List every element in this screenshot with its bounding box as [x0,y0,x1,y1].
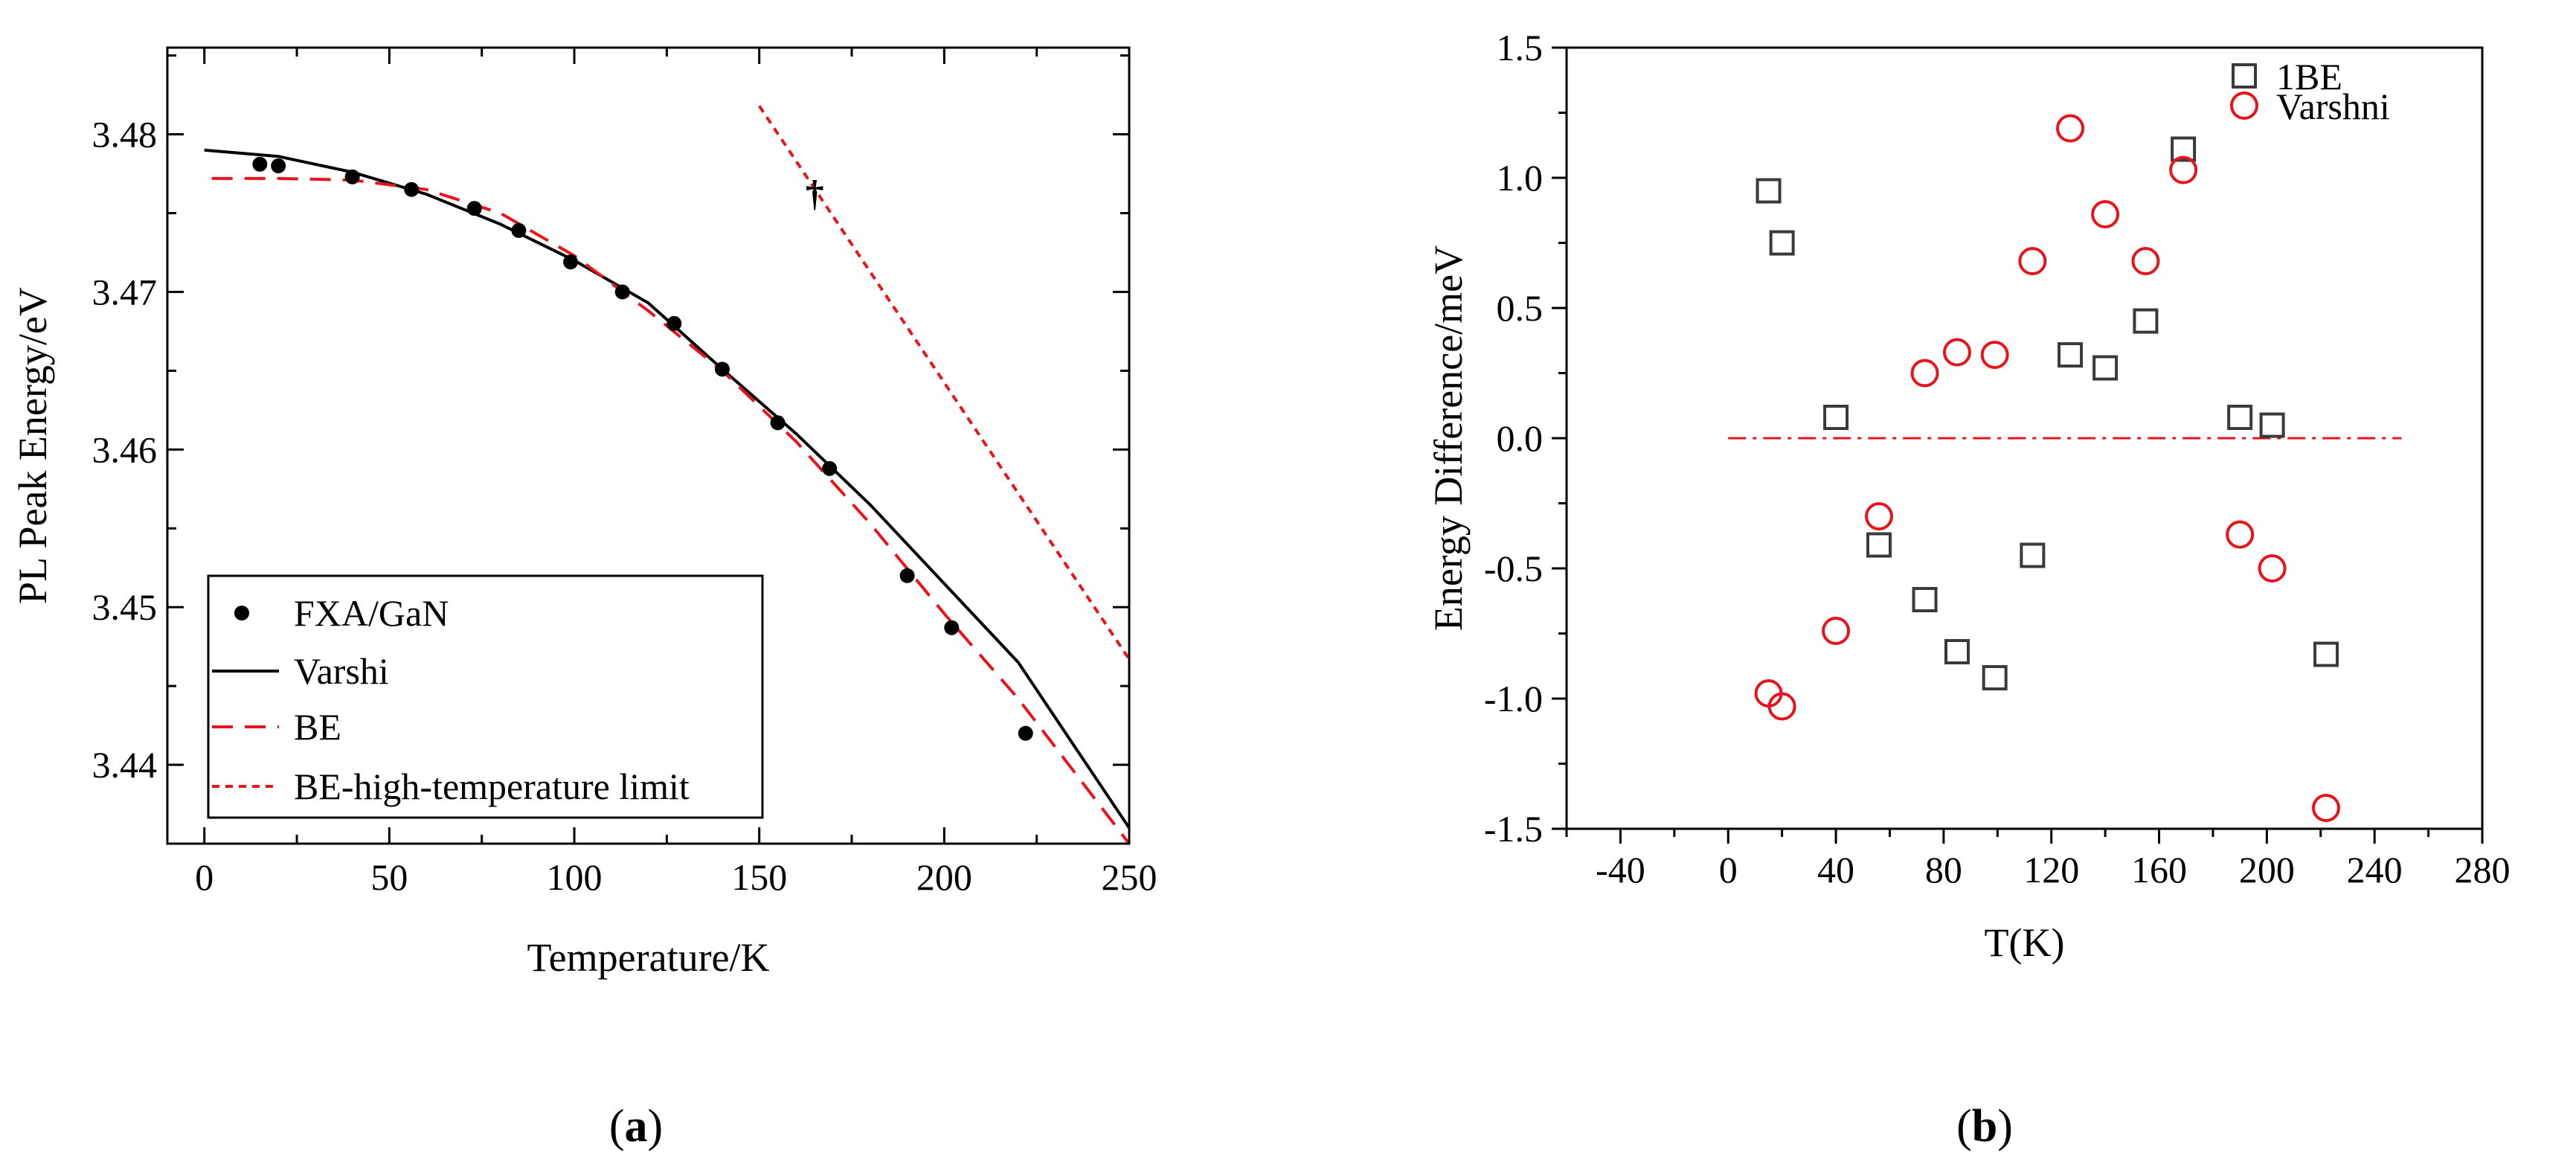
x-tick-label: 120 [2023,849,2079,891]
data-point-varshni [2091,200,2120,228]
legend-label: BE-high-temperature limit [294,766,690,807]
data-point-1be [2227,405,2253,430]
y-tick-label: 3.46 [92,429,158,470]
y-tick-label: 3.48 [92,114,158,155]
panel-b: -40 0 40 80 120 160 200 240 280 -1.5 -1.0 -0.5 0.0 0.… [1426,27,2511,1152]
x-tick-label: 80 [1925,849,1962,891]
y-tick-label: 1.5 [1497,27,1544,68]
y-tick-label: 3.44 [92,744,158,786]
data-point-varshni [2131,247,2160,275]
dagger-annotation: † [806,173,824,214]
data-point-fxa-gan [614,284,630,300]
legend-label: BE [294,706,341,748]
legend-label: FXA/GaN [294,592,449,634]
x-tick-label: 200 [2239,849,2295,891]
data-point-1be [2020,542,2046,568]
x-tick-label: 0 [195,856,213,898]
data-point-fxa-gan [344,169,360,185]
data-point-varshni [1942,338,1971,367]
data-point-fxa-gan [563,254,579,270]
x-tick-label: 250 [1102,856,1157,898]
data-point-fxa-gan [770,415,786,431]
data-point-fxa-gan [899,568,915,583]
y-tick-label: 1.0 [1497,157,1544,199]
y-axis-title: Energy Difference/meV [1426,246,1471,631]
panel-label-b: (b) [1956,1101,2013,1152]
data-point-1be [1769,230,1795,256]
data-point-1be [2092,355,2119,381]
data-point-1be [2133,308,2159,334]
data-point-fxa-gan [404,182,420,197]
x-axis-title: T(K) [1985,920,2065,965]
data-point-1be [2058,342,2084,368]
legend-label: 1BE [2276,56,2342,97]
data-point-varshni [2312,794,2341,822]
y-tick-label: -1.5 [1484,808,1543,850]
y-axis-title: PL Peak Energy/eV [10,287,55,604]
plot-frame [166,46,1131,845]
x-tick-label: 150 [731,856,787,898]
data-point-1be [1982,665,2008,690]
data-point-1be [2171,136,2197,162]
plot-frame [1565,46,2484,830]
data-point-1be [1756,178,1782,204]
y-tick-label: 3.47 [92,271,158,312]
data-point-varshni [1822,617,1851,645]
x-tick-label: 160 [2131,849,2187,891]
legend-marker-1be [2232,63,2257,89]
data-point-fxa-gan [511,222,527,238]
series-line-be-high-temperature-limit [758,105,1129,661]
x-tick-label: 100 [547,856,603,898]
y-tick-label: -1.0 [1484,678,1543,719]
data-point-fxa-gan [271,158,286,173]
data-point-varshni [1864,502,1893,530]
data-point-fxa-gan [944,620,960,635]
x-tick-label: 40 [1817,849,1854,891]
y-tick-label: 0.0 [1497,417,1544,459]
x-tick-label: 280 [2455,849,2511,891]
data-point-fxa-gan [252,156,268,172]
x-tick-label: 0 [1719,849,1738,891]
data-point-fxa-gan [1018,725,1033,741]
data-point-1be [1944,639,1970,664]
data-point-fxa-gan [466,201,482,216]
legend-label: Varshi [294,650,389,692]
data-point-varshni [2056,114,2085,143]
data-point-varshni [1980,341,2009,369]
legend-marker-varshni [2230,92,2258,120]
data-point-1be [1912,587,1938,612]
panel-a: 0 50 100 150 200 250 3.44 3.45 3.46 3.47 3.48 † FXA/… [10,46,1157,1152]
data-point-varshni [2018,247,2047,275]
data-point-fxa-gan [714,362,730,377]
data-point-varshni [1767,692,1796,721]
x-axis-title: Temperature/K [527,935,769,980]
panel-label-a: (a) [609,1101,663,1152]
panel-letter: a [625,1101,648,1152]
x-tick-label: 200 [916,856,972,898]
x-tick-label: 240 [2347,849,2403,891]
y-tick-label: -0.5 [1484,548,1543,589]
data-point-fxa-gan [822,461,838,476]
data-point-fxa-gan [667,315,682,331]
y-tick-label: 3.45 [92,586,158,628]
data-point-1be [1866,532,1892,558]
panel-letter: b [1972,1101,1997,1152]
plot-area [204,105,1129,844]
legend-label: Varshni [2276,86,2390,127]
data-point-varshni [2226,520,2255,549]
data-point-1be [2313,641,2339,667]
data-point-varshni [2169,155,2198,185]
x-tick-label: 50 [370,856,408,898]
y-tick-label: 0.5 [1497,287,1544,329]
data-point-1be [1823,405,1849,430]
legend-marker-fxa-gan [234,606,249,620]
data-point-varshni [2258,554,2287,583]
data-point-varshni [1910,359,1939,388]
legend-box [207,574,764,819]
data-point-1be [2259,412,2285,438]
x-tick-label: -40 [1596,849,1645,891]
